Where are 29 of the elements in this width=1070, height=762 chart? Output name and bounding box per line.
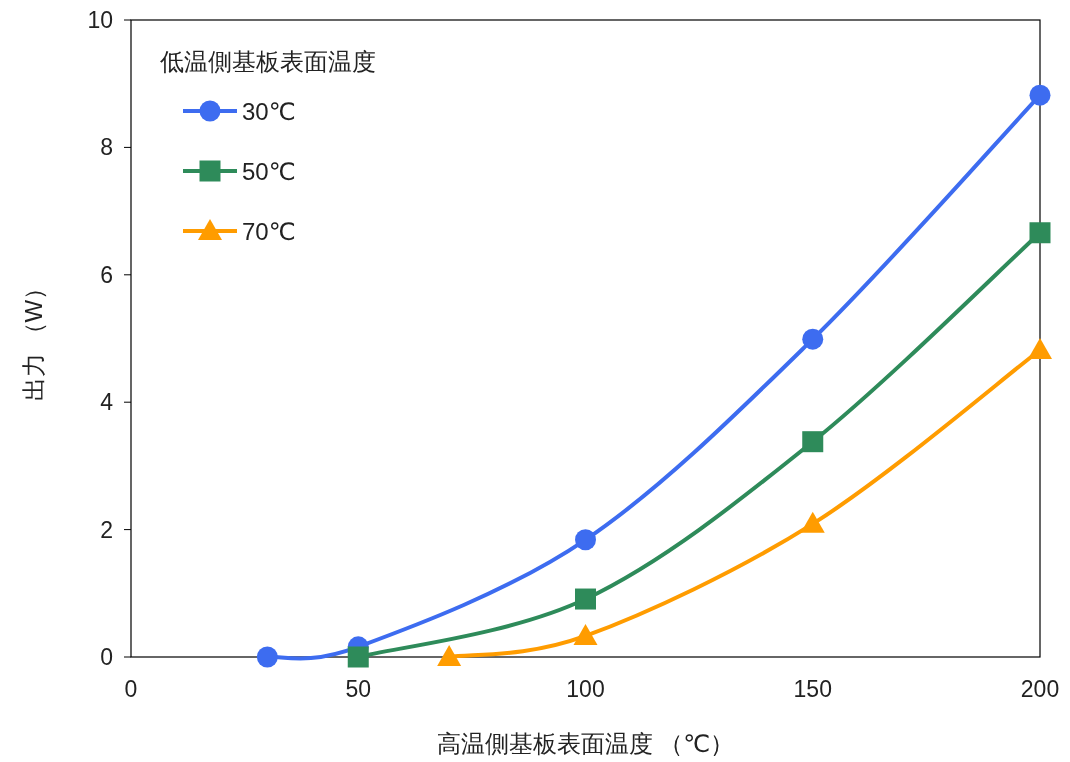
point	[800, 511, 825, 533]
point	[437, 645, 462, 666]
y-axis-title: 出力 （W）	[20, 275, 47, 402]
legend-title: 低温側基板表面温度	[160, 48, 376, 75]
legend-label: 30℃	[242, 98, 296, 125]
point	[573, 623, 598, 645]
point	[575, 529, 596, 551]
x-axis-title: 高温側基板表面温度 （℃）	[436, 730, 735, 757]
point	[1029, 222, 1051, 244]
point	[575, 588, 596, 610]
point	[1029, 84, 1051, 106]
legend-label: 50℃	[242, 158, 296, 185]
x-tick-label: 150	[793, 676, 832, 702]
x-tick-label: 0	[124, 676, 138, 702]
y-tick-label: 0	[100, 644, 113, 670]
y-tick-label: 4	[100, 389, 114, 416]
x-tick-label: 50	[345, 676, 372, 702]
legend-label: 70℃	[242, 218, 296, 245]
point	[1028, 337, 1052, 359]
point	[256, 646, 278, 668]
point	[802, 328, 824, 350]
y-tick-label: 6	[100, 261, 113, 288]
x-tick-label: 200	[1020, 676, 1060, 702]
point	[802, 431, 824, 453]
y-tick-label: 10	[87, 7, 113, 33]
point	[347, 646, 369, 668]
x-tick-label: 100	[566, 676, 605, 702]
y-tick-label: 2	[100, 516, 113, 543]
y-tick-label: 8	[100, 134, 113, 161]
